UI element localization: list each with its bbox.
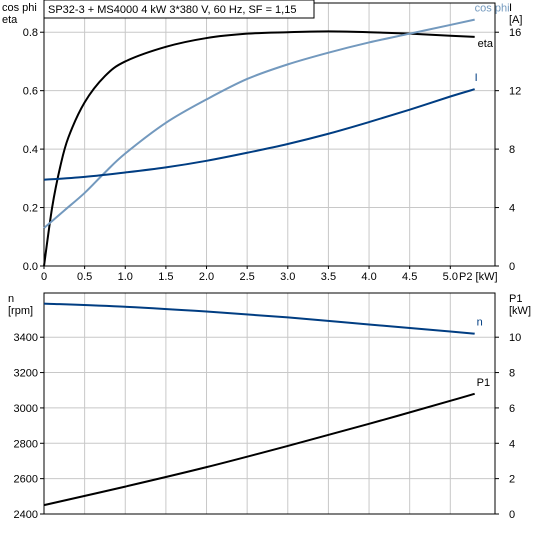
y-left-axis-label: [rpm] <box>8 305 33 317</box>
y-left-axis-label: eta <box>2 14 18 26</box>
x-axis-label: P2 [kW] <box>459 271 498 283</box>
series-line-P1 <box>43 392 475 507</box>
x-tick-label: 0.5 <box>77 271 92 283</box>
y-right-tick-label: 4 <box>509 438 515 450</box>
y-right-tick-label: 0 <box>509 509 515 521</box>
y-left-tick-label: 2400 <box>14 509 38 521</box>
chart-title: SP32-3 + MS4000 4 kW 3*380 V, 60 Hz, SF … <box>43 0 315 19</box>
y-left-tick-label: 2800 <box>14 438 38 450</box>
series-label-P1: P1 <box>477 377 490 389</box>
y-right-tick-label: 8 <box>509 368 515 380</box>
series-label-cos-phi: cos phi <box>475 3 510 15</box>
y-right-tick-label: 6 <box>509 403 515 415</box>
y-left-tick-label: 0.2 <box>23 203 38 215</box>
y-right-axis-label: P1 <box>509 293 522 305</box>
y-right-tick-label: 2 <box>509 474 515 486</box>
y-right-tick-label: 8 <box>509 144 515 156</box>
y-left-tick-label: 3000 <box>14 403 38 415</box>
x-tick-label: 1.5 <box>158 271 173 283</box>
x-tick-label: 4.0 <box>361 271 376 283</box>
title-text: SP32-3 + MS4000 4 kW 3*380 V, 60 Hz, SF … <box>48 4 296 16</box>
x-tick-label: 0 <box>41 271 47 283</box>
plot-frame <box>43 2 496 267</box>
series-line-eta <box>43 30 475 267</box>
series-line-cos-phi <box>43 18 475 229</box>
series-line-n <box>43 302 475 335</box>
x-tick-label: 3.5 <box>321 271 336 283</box>
plot-frame <box>43 292 496 515</box>
y-right-axis-label: [A] <box>509 14 522 26</box>
y-left-tick-label: 0.6 <box>23 86 38 98</box>
y-left-tick-label: 3200 <box>14 368 38 380</box>
bottom-panel: 2400260028003000320034000246810n[rpm]P1[… <box>8 292 531 521</box>
y-left-tick-label: 2600 <box>14 474 38 486</box>
x-tick-label: 4.5 <box>402 271 417 283</box>
title-box <box>43 0 315 19</box>
series-label-eta: eta <box>478 38 494 50</box>
series-line-I <box>43 88 475 181</box>
y-left-tick-label: 0.4 <box>23 144 38 156</box>
series-label-I: I <box>475 72 478 84</box>
y-right-tick-label: 10 <box>509 332 521 344</box>
y-right-tick-label: 16 <box>509 27 521 39</box>
y-left-tick-label: 3400 <box>14 332 38 344</box>
y-left-tick-label: 0.0 <box>23 261 38 273</box>
x-tick-label: 2.5 <box>240 271 255 283</box>
y-right-axis-label: [kW] <box>509 305 531 317</box>
y-left-axis-label: cos phi <box>2 2 37 14</box>
y-left-axis-label: n <box>8 293 14 305</box>
series-label-n: n <box>477 317 483 329</box>
y-right-axis-label: I <box>509 2 512 14</box>
y-right-tick-label: 4 <box>509 203 515 215</box>
y-right-tick-label: 12 <box>509 86 521 98</box>
y-right-tick-label: 0 <box>509 261 515 273</box>
y-left-tick-label: 0.8 <box>23 27 38 39</box>
x-tick-label: 3.0 <box>280 271 295 283</box>
x-tick-label: 2.0 <box>199 271 214 283</box>
x-tick-label: 1.0 <box>118 271 133 283</box>
x-tick-label: 5.0 <box>443 271 458 283</box>
